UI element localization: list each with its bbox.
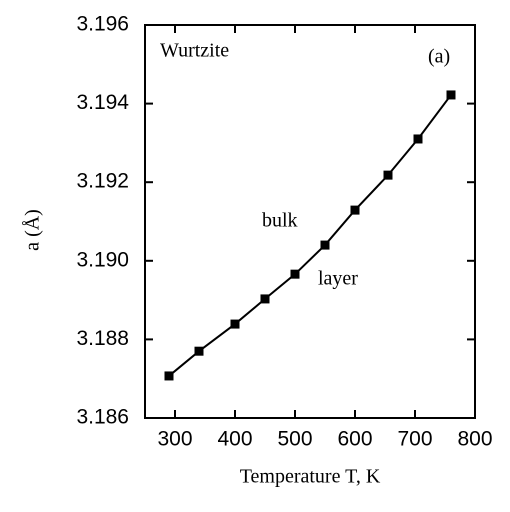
marker bbox=[230, 319, 240, 329]
y-tick-label: 3.188 bbox=[76, 327, 129, 350]
x-tick-label: 500 bbox=[277, 428, 312, 451]
plot-frame bbox=[144, 24, 476, 419]
marker bbox=[290, 269, 300, 279]
y-tick-label: 3.192 bbox=[76, 170, 129, 193]
marker bbox=[413, 134, 423, 144]
marker bbox=[320, 240, 330, 250]
x-tick-label: 800 bbox=[457, 428, 492, 451]
x-axis-label: Temperature T, K bbox=[240, 466, 381, 488]
y-tick-label: 3.196 bbox=[76, 13, 129, 36]
marker bbox=[260, 294, 270, 304]
y-tick-label: 3.194 bbox=[76, 91, 129, 114]
x-tick-label: 700 bbox=[397, 428, 432, 451]
y-axis-label: a (Å) bbox=[22, 209, 44, 251]
marker bbox=[383, 170, 393, 180]
annotation: (a) bbox=[428, 46, 450, 68]
y-tick-label: 3.186 bbox=[76, 406, 129, 429]
y-tick-label: 3.190 bbox=[76, 248, 129, 271]
x-tick-label: 300 bbox=[157, 428, 192, 451]
annotation: layer bbox=[318, 268, 358, 290]
marker bbox=[350, 205, 360, 215]
x-tick-label: 600 bbox=[337, 428, 372, 451]
line bbox=[168, 94, 452, 377]
x-tick-label: 400 bbox=[217, 428, 252, 451]
marker bbox=[194, 346, 204, 356]
annotation: Wurtzite bbox=[160, 40, 229, 62]
marker bbox=[446, 90, 456, 100]
annotation: bulk bbox=[262, 210, 298, 232]
marker bbox=[164, 371, 174, 381]
